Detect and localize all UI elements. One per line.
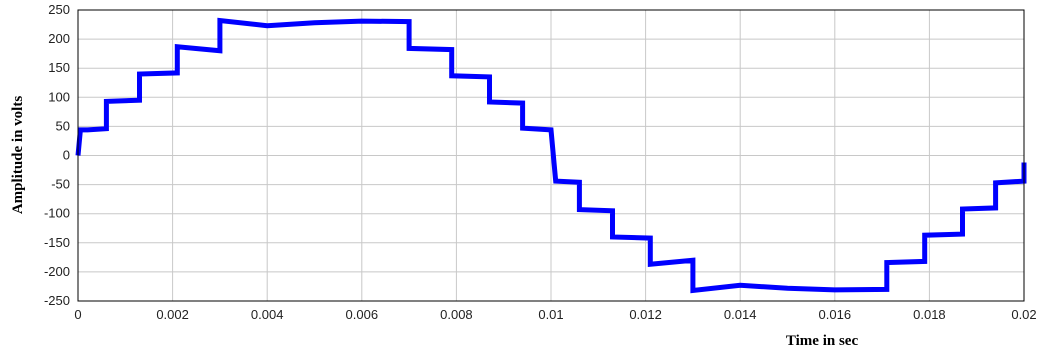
x-tick-label: 0.004 xyxy=(251,307,284,322)
series-line xyxy=(75,17,1027,294)
series-layer xyxy=(75,17,1027,294)
x-axis-label: Time in sec xyxy=(786,333,859,349)
x-tick-label: 0 xyxy=(74,307,81,322)
x-tick-label: 0.018 xyxy=(913,307,946,322)
y-axis-label: Amplitude in volts xyxy=(10,96,26,215)
y-tick-label: -100 xyxy=(44,206,70,221)
y-tick-label: 50 xyxy=(56,118,70,133)
x-tick-label: 0.016 xyxy=(819,307,852,322)
x-tick-label: 0.012 xyxy=(629,307,662,322)
y-tick-label: 150 xyxy=(48,60,70,75)
y-tick-label: 100 xyxy=(48,89,70,104)
y-tick-label: 0 xyxy=(63,148,70,163)
x-tick-labels: 0 0.002 0.004 0.006 0.008 0.01 0.012 0.014 0.016… xyxy=(74,307,1036,322)
y-tick-label: 200 xyxy=(48,31,70,46)
x-tick-label: 0.02 xyxy=(1011,307,1036,322)
plot-frame xyxy=(77,9,1025,302)
y-tick-label: -250 xyxy=(44,293,70,308)
x-tick-label: 0.006 xyxy=(346,307,379,322)
x-tick-label: 0.014 xyxy=(724,307,757,322)
x-tick-label: 0.002 xyxy=(156,307,189,322)
y-tick-labels: 250 200 150 100 50 0 -50 -100 -150 -200 -250 xyxy=(44,2,70,308)
y-tick-label: -50 xyxy=(51,177,70,192)
y-tick-label: 250 xyxy=(48,2,70,17)
y-tick-label: -200 xyxy=(44,264,70,279)
x-tick-label: 0.008 xyxy=(440,307,473,322)
x-tick-label: 0.01 xyxy=(538,307,563,322)
y-tick-label: -150 xyxy=(44,235,70,250)
